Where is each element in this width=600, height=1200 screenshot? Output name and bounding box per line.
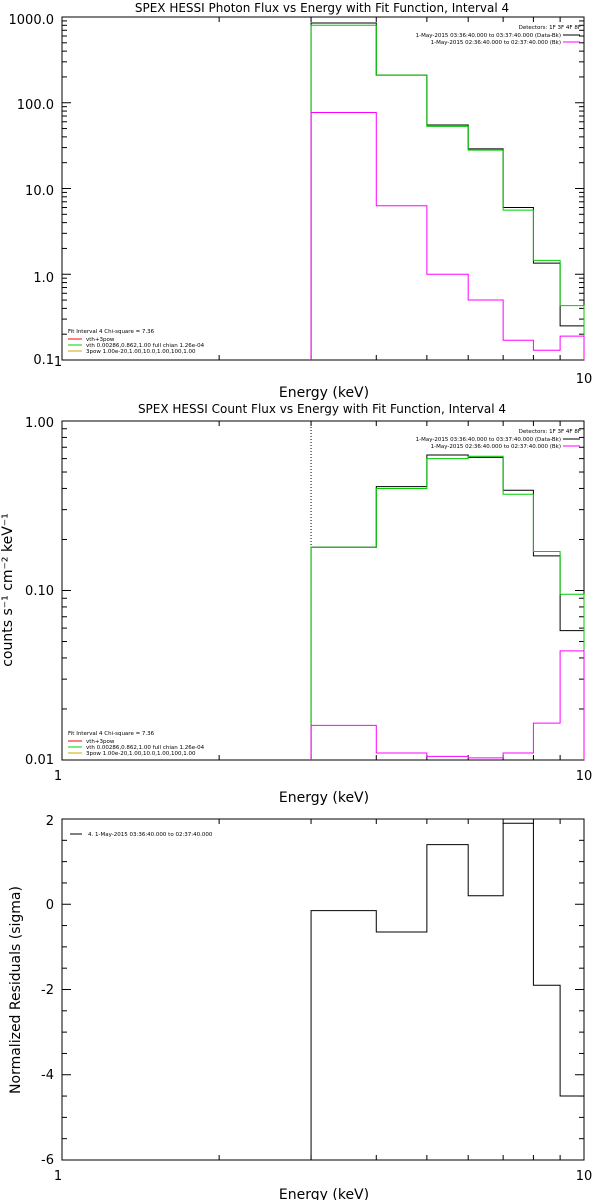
photon-flux-xtick-1: 1 bbox=[54, 355, 62, 370]
count-flux-ytick-0.10: 0.10 bbox=[25, 584, 54, 599]
count-flux-series-1 bbox=[310, 455, 585, 760]
count-flux-ytick-1.00: 1.00 bbox=[25, 416, 54, 431]
photon-flux-xlabel: Energy (keV) bbox=[279, 385, 369, 401]
photon-flux-legend-model: vth+3pow bbox=[86, 337, 115, 343]
count-flux-series bbox=[310, 454, 585, 760]
count-flux-legend-model: vth+3pow bbox=[86, 739, 115, 745]
residuals-xtick-10: 10 bbox=[576, 1169, 593, 1184]
photon-flux-legend-top: Detectors: 1F 3F 4F 8F 1-May-2015 03:36:… bbox=[416, 25, 581, 46]
photon-flux-series-2 bbox=[310, 111, 585, 360]
photon-flux-legend-data: 1-May-2015 03:36:40.000 to 03:37:40.000 … bbox=[416, 33, 561, 39]
photon-flux-xtick-10: 10 bbox=[576, 372, 593, 387]
photon-flux-ytick-10.0: 10.0 bbox=[25, 184, 54, 199]
photon-flux-legend-pow: 3pow 1.00e-20,1.00,10.0,1.00,100,1.00 bbox=[86, 349, 196, 355]
count-flux-legend-fit: Fit Interval 4 Chi-square = 7.36 bbox=[68, 731, 155, 737]
count-flux-xtick-1: 1 bbox=[54, 769, 62, 784]
count-flux-xlabel: Energy (keV) bbox=[279, 790, 369, 806]
photon-flux-legend-fit: Fit Interval 4 Chi-square = 7.36 bbox=[68, 329, 155, 335]
photon-flux-ytick-0.1: 0.1 bbox=[33, 353, 54, 368]
residuals-series bbox=[310, 822, 585, 1160]
count-flux-legend-bottom: Fit Interval 4 Chi-square = 7.36 vth+3po… bbox=[68, 731, 205, 757]
residuals-series-0 bbox=[310, 822, 585, 1160]
residuals-frame bbox=[61, 818, 585, 1161]
count-flux-legend-pow: 3pow 1.00e-20,1.00,10.0,1.00,100,1.00 bbox=[86, 751, 196, 757]
count-flux-series-2 bbox=[310, 650, 585, 760]
count-flux-legend-top: Detectors: 1F 3F 4F 8F 1-May-2015 03:36:… bbox=[416, 429, 581, 450]
residuals-ytick--4: -4 bbox=[41, 1068, 54, 1083]
count-flux-legend-vth: vth 0.00286,0.862,1.00 full chian 1.26e-… bbox=[86, 745, 205, 751]
residuals-legend: 4. 1-May-2015 03:36:40.000 to 02:37:40.0… bbox=[88, 832, 213, 838]
photon-flux-legend-vth: vth 0.00286,0.862,1.00 full chian 1.26e-… bbox=[86, 343, 205, 349]
count-flux-axes bbox=[61, 420, 585, 761]
photon-flux-frame bbox=[61, 16, 585, 361]
count-flux-ytick-0.01: 0.01 bbox=[25, 753, 54, 768]
count-flux-panel: SPEX HESSI Count Flux vs Energy with Fit… bbox=[0, 402, 592, 806]
photon-flux-ytick-1.0: 1.0 bbox=[33, 271, 54, 286]
residuals-ytick--2: -2 bbox=[41, 983, 54, 998]
count-flux-legend-data: 1-May-2015 03:36:40.000 to 03:37:40.000 … bbox=[416, 437, 561, 443]
count-flux-xtick-10: 10 bbox=[576, 769, 593, 784]
count-flux-legend-detectors: Detectors: 1F 3F 4F 8F bbox=[519, 429, 581, 435]
count-flux-series-0 bbox=[310, 454, 585, 760]
photon-flux-axes bbox=[61, 16, 585, 361]
residuals-axes bbox=[61, 818, 585, 1161]
photon-flux-series bbox=[310, 22, 585, 360]
residuals-xtick-1: 1 bbox=[54, 1169, 62, 1184]
photon-flux-series-0 bbox=[310, 22, 585, 360]
residuals-ytick-2: 2 bbox=[46, 814, 54, 829]
residuals-panel: 1 10 -6 -4 -2 0 2 Energy (keV) Normalize… bbox=[8, 814, 592, 1200]
photon-flux-legend-bottom: Fit Interval 4 Chi-square = 7.36 vth+3po… bbox=[68, 329, 205, 355]
photon-flux-panel: SPEX HESSI Photon Flux vs Energy with Fi… bbox=[9, 1, 593, 401]
count-flux-ylabel: counts s⁻¹ cm⁻² keV⁻¹ bbox=[0, 513, 16, 667]
residuals-xlabel: Energy (keV) bbox=[279, 1187, 369, 1200]
photon-flux-ytick-100.0: 100.0 bbox=[17, 98, 54, 113]
count-flux-frame bbox=[61, 420, 585, 761]
photon-flux-series-1 bbox=[310, 24, 585, 360]
photon-flux-title: SPEX HESSI Photon Flux vs Energy with Fi… bbox=[135, 1, 509, 15]
residuals-ylabel: Normalized Residuals (sigma) bbox=[8, 886, 24, 1094]
count-flux-title: SPEX HESSI Count Flux vs Energy with Fit… bbox=[138, 402, 506, 416]
photon-flux-legend-detectors: Detectors: 1F 3F 4F 8F bbox=[519, 25, 581, 31]
count-flux-legend-bk: 1-May-2015 02:36:40.000 to 02:37:40.000 … bbox=[431, 444, 561, 450]
photon-flux-ytick-1000.0: 1000.0 bbox=[9, 13, 55, 28]
residuals-ytick--6: -6 bbox=[41, 1153, 54, 1168]
residuals-ytick-0: 0 bbox=[46, 898, 54, 913]
photon-flux-legend-bk: 1-May-2015 02:36:40.000 to 02:37:40.000 … bbox=[431, 40, 561, 46]
